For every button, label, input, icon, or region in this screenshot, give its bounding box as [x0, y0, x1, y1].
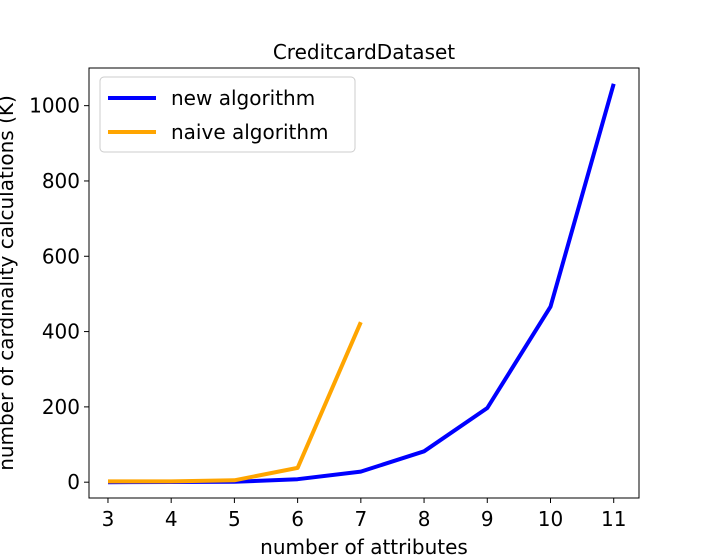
legend-box — [99, 76, 356, 153]
x-tick-label: 3 — [102, 507, 115, 531]
x-axis-title: number of attributes — [260, 535, 468, 559]
y-tick-label: 200 — [42, 395, 80, 419]
plot-frame — [88, 67, 640, 499]
x-tick-label: 11 — [601, 507, 626, 531]
x-tick-label: 4 — [165, 507, 178, 531]
y-axis-title: number of cardinality calculations (K) — [0, 95, 18, 471]
chart-title: CreditcardDataset — [273, 40, 455, 64]
y-axis: 0 200 400 600 800 1000 — [29, 94, 89, 494]
series-line-naive-algorithm — [108, 321, 363, 484]
y-tick-label: 400 — [42, 320, 80, 344]
legend-label: new algorithm — [171, 86, 315, 110]
x-tick-label: 8 — [418, 507, 431, 531]
legend: new algorithm naive algorithm — [99, 76, 356, 153]
legend-label: naive algorithm — [171, 120, 329, 144]
x-tick-label: 5 — [228, 507, 241, 531]
x-tick-label: 9 — [481, 507, 494, 531]
y-tick-label: 800 — [42, 169, 80, 193]
series-layer — [107, 83, 616, 485]
x-tick-label: 10 — [538, 507, 563, 531]
y-tick-label: 1000 — [29, 94, 80, 118]
x-tick-label: 7 — [354, 507, 367, 531]
x-axis: 3 4 5 6 7 8 9 10 11 — [102, 498, 626, 531]
x-tick-label: 6 — [291, 507, 304, 531]
y-tick-label: 600 — [42, 244, 80, 268]
y-tick-label: 0 — [67, 470, 80, 494]
